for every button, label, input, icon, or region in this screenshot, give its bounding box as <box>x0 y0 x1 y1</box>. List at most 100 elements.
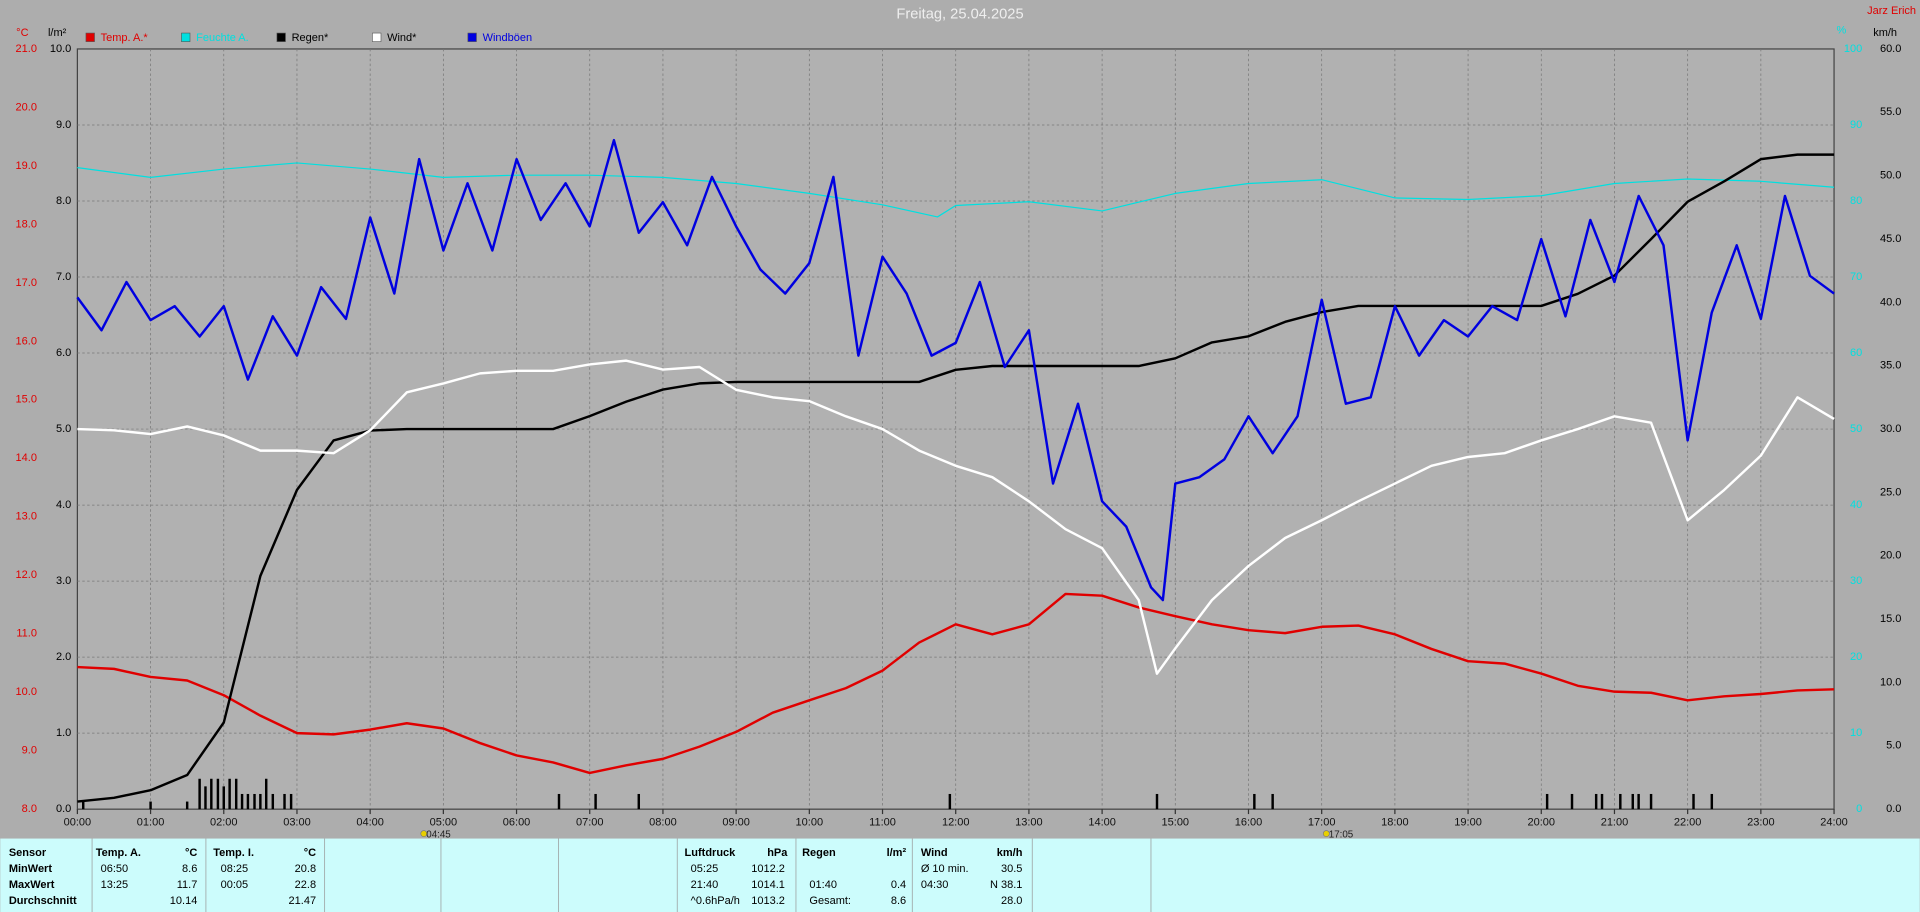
x-tick-label: 07:00 <box>576 817 604 829</box>
y4-tick-label: 20.0 <box>1880 550 1901 562</box>
y4-tick-label: 15.0 <box>1880 613 1901 625</box>
y2-tick-label: 10.0 <box>50 43 71 55</box>
y2-tick-label: 8.0 <box>56 195 71 207</box>
rain-bar <box>253 793 256 810</box>
x-tick-label: 23:00 <box>1747 817 1775 829</box>
x-tick-label: 17:00 <box>1308 817 1336 829</box>
table-value: 22.8 <box>295 879 316 891</box>
y4-tick-label: 10.0 <box>1880 676 1901 688</box>
rain-bar <box>283 793 286 810</box>
y-tick-label: 15.0 <box>16 394 37 406</box>
x-tick-label: 03:00 <box>283 817 311 829</box>
y3-tick-label: 0 <box>1856 803 1862 815</box>
y-tick-label: 11.0 <box>16 628 37 640</box>
sun-icon <box>1322 830 1330 838</box>
y4-unit: km/h <box>1873 27 1897 39</box>
table-header: Temp. I. <box>213 847 254 859</box>
y4-tick-label: 30.0 <box>1880 423 1901 435</box>
y2-tick-label: 9.0 <box>56 119 71 131</box>
table-value: N 38.1 <box>990 879 1022 891</box>
table-value: 1014.1 <box>751 879 785 891</box>
y2-tick-label: 2.0 <box>56 651 71 663</box>
series-line <box>77 592 1835 775</box>
legend-swatch <box>276 32 286 42</box>
y3-unit: % <box>1836 25 1846 37</box>
legend-label: Feuchte A. <box>196 32 249 44</box>
table-time: 13:25 <box>101 879 129 891</box>
legend-swatch <box>467 32 477 42</box>
y-tick-label: 17.0 <box>16 277 37 289</box>
y-tick-label: 10.0 <box>16 686 37 698</box>
y-unit: °C <box>16 27 28 39</box>
row-label: MaxWert <box>9 879 55 891</box>
legend-swatch <box>85 32 95 42</box>
y4-tick-label: 0.0 <box>1886 803 1901 815</box>
rain-bar <box>204 786 207 810</box>
sun-time: 17:05 <box>1329 829 1354 840</box>
x-tick-label: 22:00 <box>1674 817 1702 829</box>
table-value: 11.7 <box>177 879 198 891</box>
author: Jarz Erich <box>1867 5 1916 17</box>
x-tick-label: 24:00 <box>1820 817 1848 829</box>
rain-bar <box>1570 793 1574 810</box>
y-tick-label: 14.0 <box>16 452 37 464</box>
rain-bar <box>222 786 225 810</box>
y2-tick-label: 0.0 <box>56 803 71 815</box>
y2-tick-label: 3.0 <box>56 575 71 587</box>
y3-tick-label: 90 <box>1850 119 1862 131</box>
legend-label: Wind* <box>387 32 417 44</box>
x-tick-label: 21:00 <box>1601 817 1629 829</box>
table-value: 1012.2 <box>751 863 785 875</box>
x-tick-label: 04:00 <box>356 817 384 829</box>
rain-bar <box>271 793 275 810</box>
y3-tick-label: 80 <box>1850 195 1862 207</box>
table-value: 0.4 <box>891 879 906 891</box>
y3-tick-label: 40 <box>1850 499 1862 511</box>
y-tick-label: 12.0 <box>16 569 37 581</box>
x-tick-label: 16:00 <box>1235 817 1263 829</box>
sun-icon <box>420 830 428 838</box>
y4-tick-label: 60.0 <box>1880 43 1901 55</box>
y-tick-label: 16.0 <box>16 335 37 347</box>
y2-tick-label: 4.0 <box>56 499 71 511</box>
y4-tick-label: 45.0 <box>1880 233 1901 245</box>
rain-bar <box>1619 793 1622 810</box>
table-time: Gesamt: <box>809 895 851 907</box>
table-time: 05:25 <box>691 863 719 875</box>
rain-bar <box>1637 793 1640 810</box>
series-line <box>76 138 1835 602</box>
rain-bar <box>1253 793 1256 810</box>
y3-tick-label: 30 <box>1850 575 1862 587</box>
table-unit: km/h <box>997 847 1023 859</box>
rain-bar <box>149 801 152 810</box>
y3-tick-label: 50 <box>1850 423 1862 435</box>
y4-tick-label: 50.0 <box>1880 170 1901 182</box>
x-tick-label: 20:00 <box>1528 817 1556 829</box>
x-tick-label: 01:00 <box>137 817 165 829</box>
table-value: 28.0 <box>1001 895 1022 907</box>
table-time: 04:30 <box>921 879 949 891</box>
table-value: 8.6 <box>182 863 197 875</box>
rain-bar <box>210 778 213 810</box>
rain-bar <box>1710 793 1714 810</box>
table-unit: °C <box>185 847 197 859</box>
rain-bar <box>1271 793 1274 810</box>
rain-bar <box>1649 793 1653 810</box>
rain-bar <box>264 778 268 810</box>
series-line <box>77 359 1835 675</box>
table-value: 10.14 <box>170 895 198 907</box>
y-tick-label: 21.0 <box>16 43 37 55</box>
x-tick-label: 15:00 <box>1162 817 1190 829</box>
rain-bar <box>246 793 250 810</box>
y4-tick-label: 5.0 <box>1886 740 1901 752</box>
y4-tick-label: 55.0 <box>1880 106 1901 118</box>
x-tick-label: 19:00 <box>1454 817 1482 829</box>
table-unit: hPa <box>767 847 788 859</box>
table-value: 20.8 <box>295 863 316 875</box>
rain-bar <box>557 793 561 810</box>
rain-bar <box>289 793 293 810</box>
table-header: Wind <box>921 847 948 859</box>
rain-bar <box>1545 793 1549 810</box>
y4-tick-label: 40.0 <box>1880 296 1901 308</box>
